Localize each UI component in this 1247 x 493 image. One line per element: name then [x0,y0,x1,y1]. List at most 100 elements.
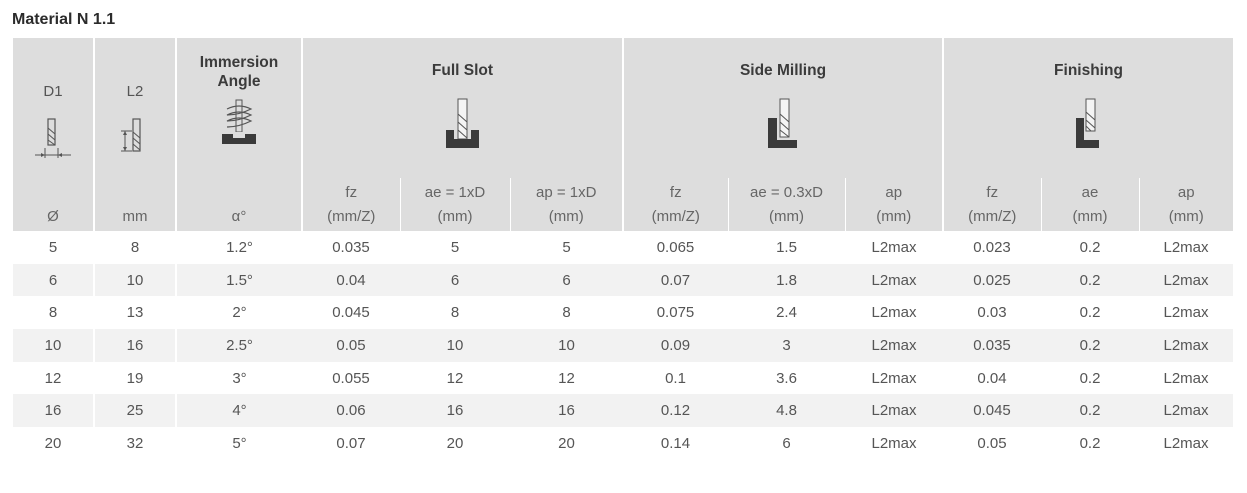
unit-text: (mm) [1072,207,1108,225]
end-mill-diameter-icon [13,118,93,165]
unit-cell: ae = 1xD (mm) [400,178,511,231]
d1-label: D1 [43,83,63,100]
unit-text: (mm) [437,207,473,225]
table-cell: 0.045 [943,394,1041,428]
table-cell: 16 [400,394,510,428]
table-cell: L2max [1139,231,1233,264]
table-cell: 0.14 [623,427,728,460]
table-cell: 10 [400,329,510,362]
unit-cell: Ø [13,178,95,231]
table-cell: L2max [845,427,943,460]
header-finishing: Finishing [943,38,1233,178]
table-cell: 20 [13,427,95,460]
table-row: 16 25 4° 0.06 16 16 0.12 4.8 L2max 0.045 0.2 L2max [13,394,1233,428]
table-cell: 5° [176,427,302,460]
table-cell: 0.04 [943,361,1041,395]
unit-cell: mm [94,178,177,231]
table-cell: 0.12 [623,394,728,428]
table-row: 5 8 1.2° 0.035 5 5 0.065 1.5 L2max 0.023 0.2 L2max [13,231,1233,264]
table-cell: 4.8 [728,394,845,428]
unit-text: (mm/Z) [968,207,1017,225]
unit-cell: fz (mm/Z) [302,178,401,231]
unit-cell: α° [176,178,303,231]
unit-text: ae = 1xD [424,183,486,201]
table-cell: 0.2 [1041,361,1139,395]
table-cell: 8 [400,296,510,330]
header-full-slot: Full Slot [302,38,624,178]
table-cell: 0.035 [943,329,1041,362]
unit-text: (mm) [876,207,912,225]
table-cell: 6 [400,263,510,297]
table-cell: 2.4 [728,296,845,330]
unit-text: mm [122,207,148,225]
unit-cell: ae (mm) [1041,178,1140,231]
end-mill-length-icon [95,118,175,165]
table-row: 20 32 5° 0.07 20 20 0.14 6 L2max 0.05 0.2 L2max [13,427,1233,460]
unit-cell: fz (mm/Z) [623,178,729,231]
table-cell: 0.07 [302,427,400,460]
table-cell: 16 [510,394,623,428]
table-cell: 12 [13,361,95,395]
table-cell: 0.075 [623,296,728,330]
table-cell: 0.025 [943,263,1041,297]
table-cell: 0.035 [302,231,400,264]
table-cell: 6 [728,427,845,460]
table-cell: 0.05 [943,427,1041,460]
unit-text: ap [1177,183,1195,201]
table-cell: 12 [510,361,623,395]
table-cell: 8 [510,296,623,330]
unit-text: α° [231,207,247,225]
table-cell: 1.5 [728,231,845,264]
finishing-icon [944,98,1233,155]
table-cell: 13 [94,296,177,330]
table-row: 12 19 3° 0.055 12 12 0.1 3.6 L2max 0.04 0.2 L2max [13,361,1233,395]
table-cell: L2max [845,231,943,264]
table-cell: 0.04 [302,263,400,297]
table-cell: 1.8 [728,263,845,297]
table-cell: 3° [176,361,302,395]
table-cell: 0.2 [1041,263,1139,297]
table-cell: L2max [845,361,943,395]
table-cell: 8 [13,296,95,330]
table-cell: 5 [400,231,510,264]
table-cell: 0.2 [1041,231,1139,264]
table-cell: 1.2° [176,231,302,264]
table-cell: L2max [845,394,943,428]
table-cell: 10 [13,329,95,362]
table-cell: 0.2 [1041,394,1139,428]
table-cell: L2max [1139,427,1233,460]
unit-text: ae = 0.3xD [750,183,823,201]
table-cell: 0.06 [302,394,400,428]
table-cell: 0.09 [623,329,728,362]
side-milling-icon [624,98,942,155]
table-cell: 6 [510,263,623,297]
table-cell: 0.065 [623,231,728,264]
unit-text: (mm/Z) [651,207,700,225]
table-cell: L2max [1139,329,1233,362]
header-side-milling: Side Milling [623,38,944,178]
unit-text: fz [986,183,999,201]
table-cell: 3.6 [728,361,845,395]
header-d1: D1 [13,38,95,178]
table-cell: 12 [400,361,510,395]
table-cell: L2max [1139,263,1233,297]
table-cell: L2max [845,329,943,362]
unit-text: (mm) [769,207,804,225]
unit-cell: fz (mm/Z) [943,178,1042,231]
full-slot-icon [303,98,622,155]
table-row: 6 10 1.5° 0.04 6 6 0.07 1.8 L2max 0.025 0.2 L2max [13,263,1233,297]
table-cell: 10 [510,329,623,362]
table-cell: 4° [176,394,302,428]
table-cell: 0.07 [623,263,728,297]
unit-text: (mm/Z) [327,207,376,225]
helical-ramp-icon [177,99,301,150]
table-cell: 0.045 [302,296,400,330]
table-cell: 0.2 [1041,427,1139,460]
cutting-data-table: D1 L2 [13,38,1233,460]
unit-text: ap [885,183,903,201]
side-milling-title: Side Milling [739,62,827,79]
table-cell: 10 [94,263,177,297]
header-immersion-angle: Immersion Angle [176,38,303,178]
table-cell: 16 [13,394,95,428]
table-cell: 16 [94,329,177,362]
